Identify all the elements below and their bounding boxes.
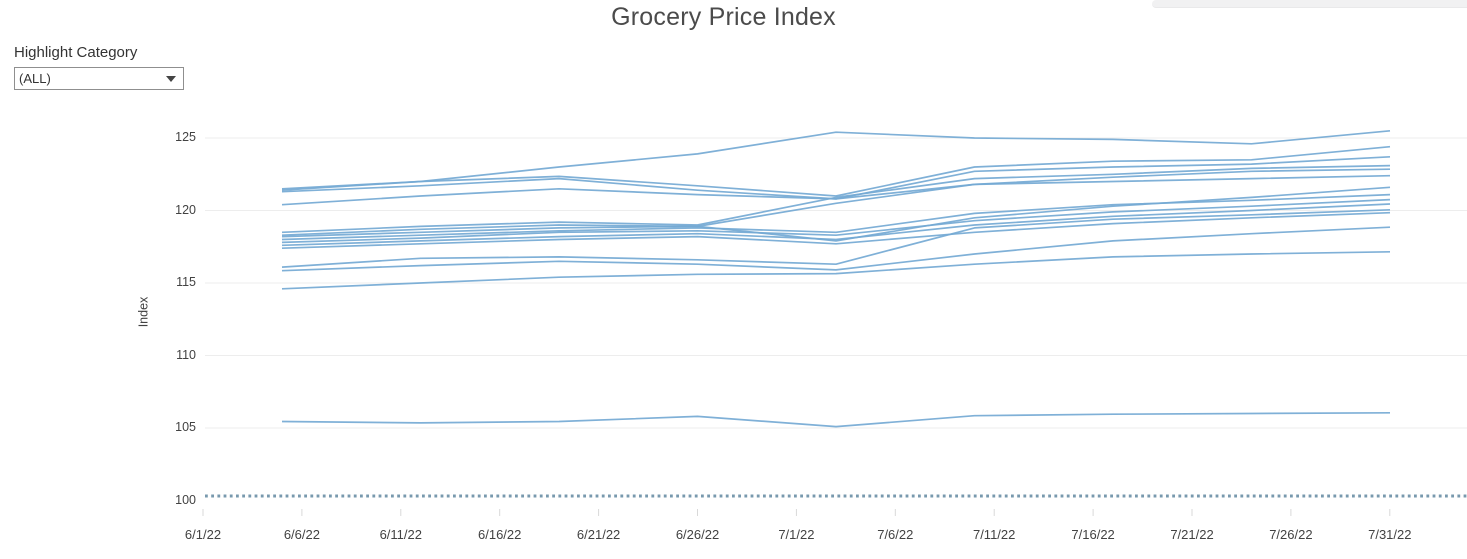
y-axis-tick-label: 115	[176, 275, 196, 289]
x-axis-tick-label: 6/26/22	[675, 527, 720, 542]
grocery-line-series-s13[interactable]	[281, 226, 1391, 272]
x-axis-tick-label: 6/21/22	[576, 527, 621, 542]
grocery-line-series-s1[interactable]	[281, 129, 1391, 192]
caret-down-icon	[166, 75, 176, 82]
x-axis-tick-label: 7/31/22	[1368, 527, 1412, 542]
grocery-line-series-s6[interactable]	[281, 174, 1391, 200]
grocery-line-series-s11[interactable]	[281, 208, 1391, 268]
grocery-line-series-s14[interactable]	[281, 250, 1391, 290]
y-axis-tick-label: 105	[175, 420, 196, 434]
grocery-line-series-s12[interactable]	[281, 211, 1391, 250]
y-axis-tick-label: 110	[176, 347, 196, 362]
grocery-line-series-s15[interactable]	[281, 411, 1391, 428]
grocery-line-series-s10[interactable]	[281, 203, 1391, 247]
x-axis-tick-label: 6/6/22	[283, 527, 320, 542]
x-axis-tick-label: 7/6/22	[877, 527, 914, 542]
x-axis-tick-label: 7/16/22	[1071, 527, 1115, 542]
highlight-category-dropdown[interactable]: (ALL)	[14, 67, 184, 90]
y-axis-tick-label: 125	[175, 130, 196, 144]
highlight-category-filter: Highlight Category (ALL)	[14, 44, 184, 90]
filter-label: Highlight Category	[14, 44, 138, 61]
grocery-line-series-s4[interactable]	[281, 164, 1391, 234]
x-axis-tick-label: 6/11/22	[379, 527, 422, 542]
x-axis-tick-label: 7/11/22	[972, 527, 1016, 542]
grocery-line-series-s7[interactable]	[281, 186, 1391, 242]
chart-title: Grocery Price Index	[611, 3, 836, 31]
x-axis-tick-label: 7/1/22	[778, 527, 815, 542]
grocery-line-series-s5[interactable]	[281, 168, 1391, 237]
horizontal-scrollbar-track[interactable]	[1152, 0, 1467, 8]
x-axis-tick-label: 6/16/22	[478, 527, 522, 542]
grocery-line-series-s2[interactable]	[281, 145, 1391, 197]
x-axis-tick-label: 7/26/22	[1269, 527, 1313, 542]
x-axis-tick-label: 7/21/22	[1170, 527, 1214, 542]
grocery-line-series-s8[interactable]	[281, 193, 1391, 241]
y-axis-tick-label: 100	[175, 492, 196, 507]
x-axis-tick-label: 6/1/22	[184, 527, 222, 542]
dropdown-selected-value: (ALL)	[19, 71, 51, 86]
grocery-line-series-s9[interactable]	[281, 198, 1391, 244]
y-axis-tick-label: 120	[175, 202, 196, 217]
